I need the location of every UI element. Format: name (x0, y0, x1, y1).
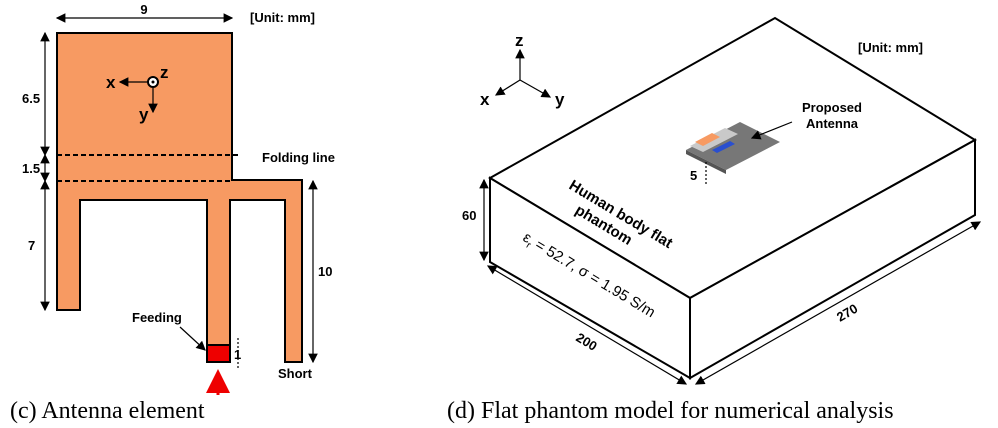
dim-label: 200 (573, 330, 599, 354)
figure: 9 [Unit: mm] 6.5 1.5 7 10 1 Folding line… (0, 0, 998, 428)
antenna-panel: 9 [Unit: mm] 6.5 1.5 7 10 1 Folding line… (10, 2, 335, 424)
feed-port (207, 345, 230, 362)
axis-label: y (555, 90, 565, 109)
axis-label: y (139, 105, 149, 124)
dim-label: 5 (690, 168, 697, 183)
dim-label: 1.5 (22, 161, 40, 176)
dim-label: 10 (318, 264, 332, 279)
dim-label: 270 (834, 301, 860, 325)
dim-label: 7 (28, 238, 35, 253)
unit: [Unit: mm] (858, 40, 923, 55)
caption: (d) Flat phantom model for numerical ana… (447, 398, 894, 424)
page: 9 [Unit: mm] 6.5 1.5 7 10 1 Folding line… (0, 0, 998, 428)
short-label: Short (278, 366, 313, 381)
feeding-label: Feeding (132, 310, 182, 325)
dim-label: 9 (140, 2, 147, 17)
axis-label: z (160, 63, 169, 82)
unit: [Unit: mm] (250, 10, 315, 25)
axis-label: z (515, 31, 524, 50)
caption: (c) Antenna element (10, 398, 205, 424)
folding-label: Folding line (262, 150, 335, 165)
axis-label: x (106, 73, 116, 92)
axis-label: x (480, 90, 490, 109)
dim-label: 60 (462, 208, 476, 223)
dim-label: 1 (234, 347, 241, 362)
dim-label: 6.5 (22, 91, 40, 106)
